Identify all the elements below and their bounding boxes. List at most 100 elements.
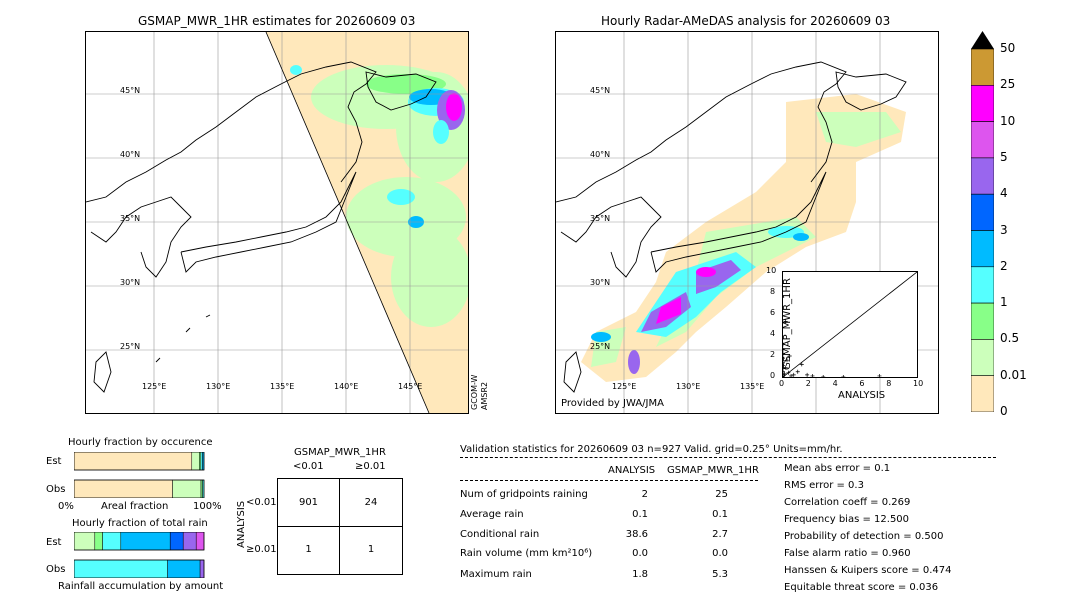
fraction-bar-segment: [199, 559, 205, 578]
validation-subdivider: [460, 480, 758, 481]
left-lon-145: 145°E: [398, 382, 423, 391]
fraction-bar-segment: [94, 532, 103, 551]
colorbar-swatch: [970, 302, 995, 340]
colorbar-swatch: [970, 157, 995, 195]
validation-row-label: Num of gridpoints raining: [460, 489, 588, 500]
left-lat-30: 30°N: [120, 278, 141, 287]
fraction-bar-segment: [172, 479, 202, 498]
left-lat-35: 35°N: [120, 214, 141, 223]
total-rain-title: Hourly fraction of total rain: [72, 518, 208, 529]
colorbar-label: 0: [1000, 404, 1008, 418]
colorbar-swatch: [970, 230, 995, 268]
occurence-est-label: Est: [46, 456, 62, 467]
inset-y-tick: 8: [770, 287, 776, 296]
inset-ylabel: GSMAP_MWR_1HR: [782, 278, 793, 370]
left-lat-45: 45°N: [120, 86, 141, 95]
colorbar-swatch: [970, 84, 995, 122]
inset-x-tick: 4: [832, 379, 838, 388]
scatter-point: [810, 373, 815, 378]
validation-row-a: 0.1: [632, 509, 648, 520]
contingency-col-2: ≥0.01: [355, 461, 386, 472]
inset-x-tick: 2: [805, 379, 811, 388]
fraction-bar-segment: [195, 532, 205, 551]
contingency-cell-d: 1: [367, 544, 375, 555]
scatter-point: [782, 371, 787, 376]
scatter-point: [787, 354, 792, 358]
left-lat-25: 25°N: [120, 342, 141, 351]
right-lat-45: 45°N: [590, 86, 611, 95]
fraction-bar-segment: [74, 532, 96, 551]
right-lat-35: 35°N: [590, 214, 611, 223]
scatter-point: [783, 319, 788, 324]
occurence-chart: [74, 452, 205, 498]
colorbar-label: 0.5: [1000, 331, 1020, 346]
inset-y-tick: 2: [770, 350, 776, 359]
fraction-bar-outline: [74, 452, 205, 471]
inset-x-tick: 0: [779, 379, 785, 388]
inset-scatter-canvas: [781, 271, 918, 379]
fraction-bar-segment: [191, 452, 200, 471]
right-map-coastline: [556, 61, 907, 393]
colorbar-swatch: [970, 121, 995, 159]
colorbar-label: 4: [1000, 186, 1008, 201]
fraction-bar-outline: [74, 532, 205, 551]
inset-x-tick: 6: [859, 379, 865, 388]
colorbar: [970, 31, 995, 413]
validation-row-a: 0.0: [632, 548, 648, 559]
score-mae: Mean abs error = 0.1: [784, 463, 891, 474]
contingency-row-1: <0.01: [246, 497, 277, 508]
validation-col-gsmap: GSMAP_MWR_1HR: [667, 465, 759, 476]
contingency-table: 901 24 1 1: [277, 478, 403, 575]
right-map-title: Hourly Radar-AMeDAS analysis for 2026060…: [601, 14, 891, 28]
contingency-row-2: ≥0.01: [246, 544, 277, 555]
validation-header: Validation statistics for 20260609 03 n=…: [460, 444, 843, 455]
total-rain-est-label: Est: [46, 537, 62, 548]
validation-col-analysis: ANALYSIS: [608, 465, 656, 476]
inset-y-tick: 10: [766, 266, 777, 275]
fraction-bar-segment: [74, 559, 168, 578]
right-lon-125: 125°E: [612, 382, 637, 391]
scatter-point: [799, 362, 804, 367]
inset-x-tick: 10: [913, 379, 924, 388]
validation-row-a: 1.8: [632, 569, 648, 580]
validation-row-b: 2.7: [712, 529, 728, 540]
validation-row-label: Conditional rain: [460, 529, 540, 540]
scatter-point: [791, 372, 796, 377]
score-far: False alarm ratio = 0.960: [784, 548, 911, 559]
right-map: 45°N 40°N 35°N 30°N 25°N 125°E 130°E 135…: [555, 31, 939, 414]
left-map-grid: [86, 32, 468, 413]
left-lon-125: 125°E: [142, 382, 167, 391]
scatter-point: [783, 365, 788, 370]
contingency-cell-c: 1: [305, 544, 312, 555]
right-lon-135: 135°E: [740, 382, 765, 391]
validation-row-b: 25: [715, 489, 728, 500]
left-lat-40: 40°N: [120, 150, 141, 159]
fraction-bar-segment: [167, 559, 201, 578]
occurence-x-right: 100%: [193, 501, 222, 512]
inset-y-tick: 4: [770, 329, 776, 338]
fraction-bar-segment: [120, 532, 171, 551]
colorbar-swatch: [970, 375, 995, 413]
colorbar-label: 50: [1000, 41, 1016, 55]
total-rain-xlabel: Rainfall accumulation by amount: [58, 581, 224, 592]
inset-scatter: [781, 271, 918, 379]
contingency-title: GSMAP_MWR_1HR: [294, 447, 386, 458]
colorbar-canvas: [970, 31, 995, 413]
validation-row-b: 0.0: [712, 548, 728, 559]
score-rmse: RMS error = 0.3: [784, 480, 864, 491]
right-map-canvas: [556, 32, 938, 413]
validation-row-label: Average rain: [460, 509, 524, 520]
colorbar-swatch: [970, 339, 995, 376]
inset-x-tick: 8: [886, 379, 892, 388]
right-lon-130: 130°E: [676, 382, 701, 391]
contingency-col-1: <0.01: [293, 461, 324, 472]
scatter-point: [841, 375, 846, 379]
contingency-cell-a: 901: [298, 497, 319, 508]
left-lon-135: 135°E: [270, 382, 295, 391]
sensor-line-2: AMSR2: [480, 381, 489, 410]
occurence-obs-label: Obs: [46, 484, 66, 495]
fraction-bar-segment: [182, 532, 197, 551]
validation-row-a: 38.6: [625, 529, 648, 540]
scatter-point: [786, 370, 791, 375]
colorbar-label: 0.01: [1000, 367, 1027, 382]
